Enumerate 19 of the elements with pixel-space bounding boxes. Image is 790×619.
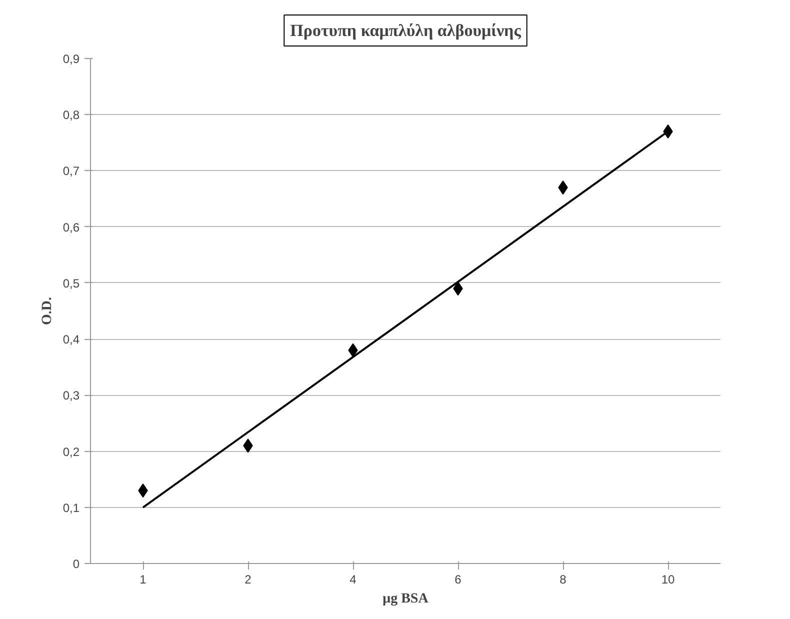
x-tick-label: 1 <box>140 572 147 586</box>
x-axis-title: μg BSA <box>382 592 430 606</box>
y-tick-label: 0,3 <box>62 388 80 403</box>
y-tick-label: 0,8 <box>62 108 80 122</box>
x-tick-label: 4 <box>350 572 357 586</box>
y-tick-label: 0,9 <box>62 52 80 66</box>
y-tick-label: 0,2 <box>62 444 80 459</box>
x-tick-label: 8 <box>560 572 567 586</box>
x-tick-label: 6 <box>454 572 462 586</box>
y-tick-label: 0,1 <box>62 500 80 515</box>
y-tick-label: 0,5 <box>62 276 80 290</box>
x-tick-label: 10 <box>661 572 675 586</box>
y-tick-label: 0 <box>72 557 80 571</box>
y-tick-label: 0,7 <box>62 164 80 178</box>
x-tick-label: 2 <box>244 572 252 586</box>
y-tick-label: 0,6 <box>62 220 80 234</box>
y-tick-label: 0,4 <box>62 332 80 347</box>
y-axis-title: O.D. <box>40 297 55 325</box>
chart-title: Προτυπη καμπλύλη αλβουμίνης <box>290 21 522 40</box>
